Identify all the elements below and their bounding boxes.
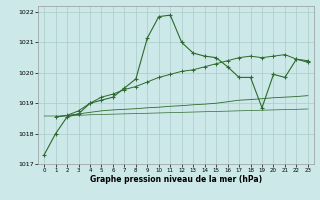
- X-axis label: Graphe pression niveau de la mer (hPa): Graphe pression niveau de la mer (hPa): [90, 175, 262, 184]
